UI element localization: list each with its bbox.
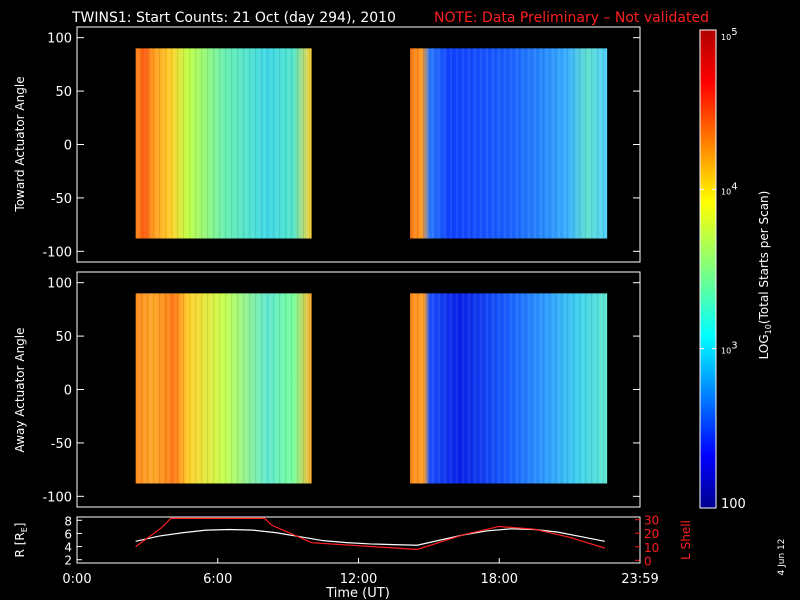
colorbar-tick-label: 100 [721, 497, 746, 512]
colorbar-label: LOG10(Total Starts per Scan) [757, 191, 773, 360]
colorbar-tick-label: 104 [721, 181, 738, 196]
colorbar-tick-label: 103 [721, 341, 738, 356]
colorbar: 105 104 103 100 LOG10(Total Starts per Scan… [699, 27, 773, 512]
colorbar-ticks: 105 104 103 100 [700, 27, 746, 512]
orbit-right-tick-label: 0 [644, 554, 652, 568]
away-y-axis: 100 50 0 -50 -100 [42, 277, 640, 505]
toward-block-texture-2 [410, 48, 608, 239]
away-heatmap [135, 293, 608, 484]
date-stamp: 4 Jun 12 [777, 539, 787, 576]
colorbar-gradient [700, 30, 716, 508]
toward-y-label: Toward Actuator Angle [13, 76, 27, 212]
orbit-right-tick-label: 30 [644, 514, 659, 528]
colorbar-frame [699, 29, 717, 509]
away-ytick-label: -100 [42, 490, 72, 505]
orbit-left-label: R [RE] [13, 523, 29, 558]
toward-ytick-label: 50 [55, 85, 72, 100]
orbit-x-axis: 0:00 6:00 12:00 18:00 23:59 [62, 558, 659, 587]
away-ytick-label: -50 [51, 437, 72, 452]
orbit-series [135, 517, 605, 551]
radius-line [135, 528, 605, 546]
toward-ytick-label: 0 [64, 139, 72, 154]
away-ytick-label: 100 [47, 277, 72, 292]
away-block-texture-2 [410, 293, 608, 484]
chart-title: TWINS1: Start Counts: 21 Oct (day 294), … [71, 10, 396, 26]
l-shell-line [135, 517, 605, 551]
panel-toward: 100 50 0 -50 -100 Toward Actuator Angle [13, 26, 641, 263]
toward-ytick-label: 100 [47, 32, 72, 47]
preliminary-note: NOTE: Data Preliminary – Not validated [434, 10, 709, 26]
orbit-right-tick-label: 10 [644, 541, 659, 555]
away-block-texture-1 [135, 293, 312, 484]
away-ytick-label: 0 [64, 384, 72, 399]
x-tick-label: 23:59 [621, 572, 658, 587]
x-tick-label: 12:00 [340, 572, 377, 587]
orbit-left-tick-label: 2 [64, 554, 72, 568]
toward-ytick-label: -50 [51, 192, 72, 207]
toward-block-texture-1 [135, 48, 312, 239]
x-tick-label: 6:00 [203, 572, 232, 587]
panel-away: 100 50 0 -50 -100 Away Actuator Angle [13, 271, 641, 508]
x-axis-title: Time (UT) [325, 586, 390, 600]
orbit-left-tick-label: 4 [64, 541, 72, 555]
away-y-label: Away Actuator Angle [13, 327, 27, 452]
toward-heatmap [135, 48, 608, 239]
orbit-left-tick-label: 8 [64, 514, 72, 528]
away-ytick-label: 50 [55, 330, 72, 345]
x-tick-label: 0:00 [62, 572, 91, 587]
orbit-left-tick-label: 6 [64, 527, 72, 541]
toward-ytick-label: -100 [42, 245, 72, 260]
colorbar-tick-label: 105 [721, 27, 738, 42]
orbit-right-tick-label: 20 [644, 527, 659, 541]
x-tick-label: 18:00 [481, 572, 518, 587]
orbit-right-label: L Shell [679, 520, 693, 560]
panel-orbit-frame [76, 516, 641, 564]
toward-y-axis: 100 50 0 -50 -100 [42, 32, 640, 260]
